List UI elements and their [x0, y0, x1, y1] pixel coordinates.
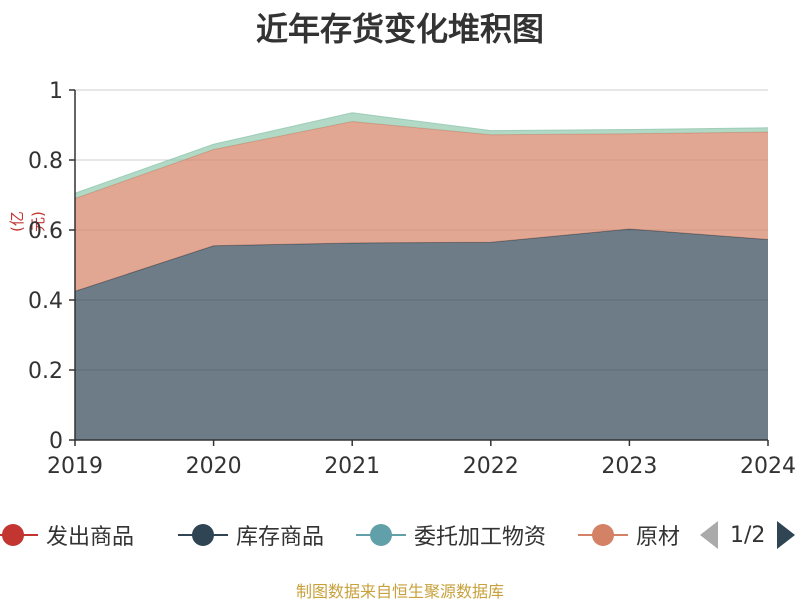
x-tick-label: 2022 — [463, 454, 519, 479]
series-line-4 — [74, 112, 769, 194]
y-tick-label: 0.2 — [28, 359, 63, 384]
legend-label: 委托加工物资 — [414, 525, 547, 550]
y-tick-label: 0.4 — [28, 289, 63, 314]
legend-marker-icon — [178, 523, 228, 547]
legend-marker-dot — [592, 524, 614, 546]
series-areas — [74, 112, 769, 440]
legend-label: 库存商品 — [236, 525, 325, 550]
y-tick-labels: 0 0.2 0.4 0.6 0.8 1 — [28, 79, 63, 454]
legend-item[interactable]: 委托加工物资 — [356, 515, 546, 555]
legend-items: 发出商品 库存商品 委托加工物资 原材 — [0, 515, 690, 555]
area-chart: 0 0.2 0.4 0.6 0.8 1 2019 2020 2021 2022 2023 2024 — [28, 79, 796, 479]
legend-marker-icon — [0, 523, 38, 547]
x-tick-labels: 2019 2020 2021 2022 2023 2024 — [47, 454, 796, 479]
legend-label: 发出商品 — [46, 525, 135, 550]
legend-prev-page-icon[interactable] — [700, 521, 718, 549]
x-tick-label: 2021 — [324, 454, 380, 479]
y-tick-label: 0.8 — [28, 149, 63, 174]
chart-title: 近年存货变化堆积图 — [255, 10, 544, 48]
legend-label: 原材 — [636, 525, 681, 550]
legend-item[interactable]: 发出商品 — [0, 515, 134, 555]
legend-item[interactable]: 原材 — [578, 515, 680, 555]
legend-page-indicator: 1/2 — [730, 522, 766, 548]
series-area-3 — [75, 121, 768, 292]
x-tick-label: 2024 — [740, 454, 796, 479]
legend-pager: 1/2 — [700, 515, 796, 555]
y-tick-label: 0.6 — [28, 219, 63, 244]
series-area-1 — [75, 228, 768, 440]
x-tick-label: 2020 — [186, 454, 242, 479]
y-tick-label: 1 — [49, 79, 63, 104]
legend-marker-icon — [578, 523, 628, 547]
data-source-note: 制图数据来自恒生聚源数据库 — [295, 582, 504, 601]
legend-next-page-icon[interactable] — [777, 521, 796, 549]
legend-item[interactable]: 库存商品 — [178, 515, 324, 555]
legend-marker-icon — [356, 523, 406, 547]
legend-marker-dot — [2, 524, 24, 546]
legend-marker-dot — [192, 524, 214, 546]
legend: 发出商品 库存商品 委托加工物资 原材 1/2 — [0, 515, 800, 555]
axes — [69, 89, 769, 446]
y-tick-label: 0 — [49, 429, 63, 454]
legend-marker-dot — [370, 524, 392, 546]
x-tick-label: 2023 — [601, 454, 657, 479]
x-tick-label: 2019 — [47, 454, 103, 479]
